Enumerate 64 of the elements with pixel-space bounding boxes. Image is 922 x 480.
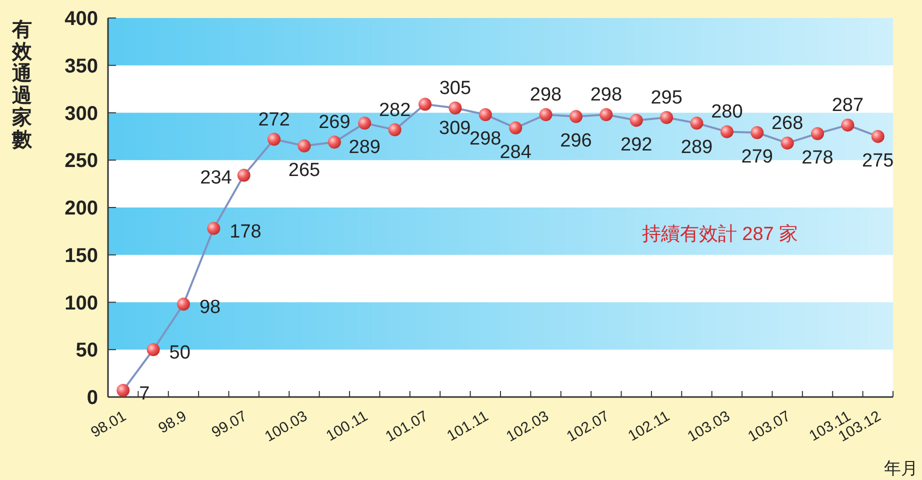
point (388, 123, 402, 136)
data-label: 282 (378, 100, 411, 121)
data-label: 275 (862, 150, 894, 172)
point (418, 98, 432, 111)
point (509, 121, 522, 134)
data-label: 279 (741, 146, 773, 168)
point (146, 343, 160, 356)
y-tick-label: 200 (64, 198, 98, 220)
x-tick-label: 98.9 (156, 408, 190, 438)
point (237, 168, 250, 182)
y-tick-label: 50 (76, 340, 98, 362)
data-label: 268 (771, 113, 804, 134)
data-label: 296 (560, 130, 592, 152)
data-label: 284 (500, 142, 532, 163)
data-label: 278 (802, 148, 834, 169)
data-label: 265 (288, 160, 320, 181)
point (811, 127, 824, 140)
data-label: 98 (199, 297, 221, 318)
data-label: 269 (318, 112, 350, 134)
y-axis-title: 有效通過家數 (11, 19, 33, 151)
annotation: 持續有效計 287 家 (642, 223, 798, 245)
x-tick-label: 98.01 (88, 408, 130, 442)
point (660, 110, 674, 124)
y-tick-label: 250 (64, 150, 98, 172)
x-axis-title: 年月 (884, 459, 918, 478)
data-label: 292 (620, 134, 652, 156)
data-label: 305 (439, 78, 472, 100)
point (358, 116, 372, 130)
data-label: 298 (590, 84, 622, 106)
point (600, 108, 613, 122)
y-tick-label: 400 (64, 8, 98, 30)
point (630, 114, 643, 127)
point (750, 126, 764, 140)
point (328, 136, 341, 149)
data-label: 280 (711, 102, 743, 123)
point (841, 118, 854, 132)
point (176, 298, 190, 311)
data-label: 287 (832, 95, 864, 116)
point (780, 136, 794, 150)
point (478, 108, 492, 122)
y-tick-label: 100 (64, 292, 98, 314)
point (569, 110, 582, 124)
y-tick-label: 300 (64, 102, 98, 125)
point (116, 384, 130, 397)
point (448, 102, 462, 115)
point (268, 132, 281, 146)
point (690, 116, 704, 130)
data-label: 309 (439, 118, 471, 140)
y-tick-label: 350 (64, 55, 98, 78)
point (298, 139, 311, 152)
data-label: 272 (258, 109, 290, 130)
point (871, 130, 884, 143)
data-label: 298 (470, 128, 502, 150)
y-tick-label: 0 (86, 387, 98, 409)
data-label: 295 (650, 87, 682, 108)
data-label: 289 (680, 137, 713, 158)
data-label: 289 (348, 137, 380, 158)
y-tick-label: 150 (64, 244, 98, 267)
data-label: 234 (200, 167, 232, 188)
point (207, 222, 220, 235)
point (720, 125, 734, 138)
data-label: 178 (230, 221, 262, 242)
point (539, 108, 552, 122)
data-label: 298 (530, 84, 562, 106)
